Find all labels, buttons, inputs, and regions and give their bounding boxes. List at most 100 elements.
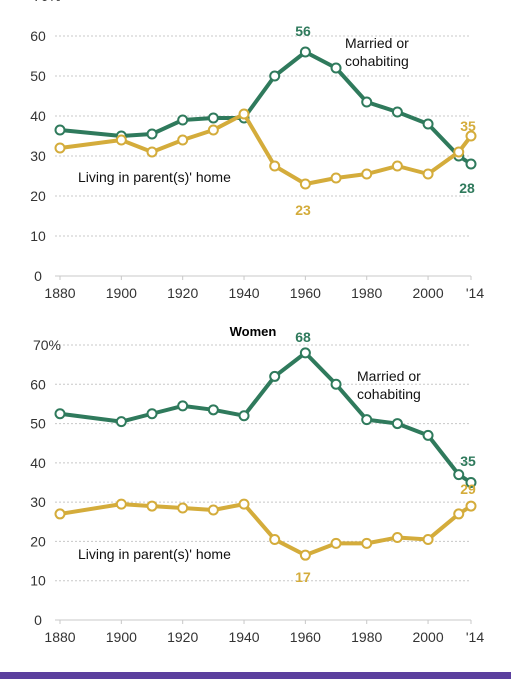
x-tick-label: 1980 bbox=[351, 285, 382, 301]
series-label-married: cohabiting bbox=[345, 53, 409, 69]
y-tick-label: 70% bbox=[33, 337, 61, 353]
data-point-marker bbox=[269, 533, 281, 545]
x-tick-label: '14 bbox=[466, 285, 484, 301]
series-label-parents: Living in parent(s)' home bbox=[78, 169, 231, 185]
x-tick-label: 1920 bbox=[167, 285, 198, 301]
data-point-marker bbox=[54, 508, 66, 520]
y-tick-label: 20 bbox=[30, 533, 46, 549]
data-label-married: 56 bbox=[295, 23, 311, 39]
y-tick-label: 70% bbox=[33, 0, 61, 4]
x-tick-label: 1960 bbox=[290, 629, 321, 645]
chart-panel-2: Women 0 10 20 30 40 50 60 70% 1880 1900 1920 1940 196… bbox=[30, 324, 484, 645]
y-tick-label: 0 bbox=[34, 612, 42, 628]
data-label-married: 35 bbox=[460, 453, 476, 469]
data-point-marker bbox=[207, 124, 219, 136]
y-tick-label: 0 bbox=[34, 268, 42, 284]
x-tick-label: 1900 bbox=[106, 629, 137, 645]
data-label-parents: 23 bbox=[295, 202, 311, 218]
data-point-marker bbox=[391, 532, 403, 543]
series-label-married: cohabiting bbox=[357, 386, 421, 402]
x-tick-label: 1940 bbox=[228, 629, 259, 645]
series-label-parents: Living in parent(s)' home bbox=[78, 546, 231, 562]
data-point-marker bbox=[453, 469, 465, 481]
y-tick-label: 10 bbox=[30, 573, 46, 589]
data-point-marker bbox=[361, 537, 373, 549]
data-point-marker bbox=[465, 130, 477, 142]
data-point-marker bbox=[422, 118, 434, 130]
data-point-marker bbox=[269, 370, 281, 382]
x-tick-label: 1880 bbox=[44, 285, 75, 301]
x-tick-label: 2000 bbox=[412, 629, 443, 645]
data-point-marker bbox=[146, 500, 158, 512]
data-point-marker bbox=[146, 128, 158, 140]
y-tick-label: 60 bbox=[30, 28, 46, 44]
x-tick-label: 1900 bbox=[106, 285, 137, 301]
data-label-parents: 29 bbox=[460, 481, 476, 497]
y-tick-label: 40 bbox=[30, 455, 46, 471]
data-point-marker bbox=[269, 70, 281, 82]
chart-title: Women bbox=[230, 324, 277, 339]
data-point-marker bbox=[330, 378, 342, 390]
y-tick-label: 40 bbox=[30, 108, 46, 124]
data-point-marker bbox=[330, 62, 342, 74]
data-point-marker bbox=[238, 108, 250, 120]
series-label-married: Married or bbox=[345, 35, 409, 51]
x-tick-label: 1960 bbox=[290, 285, 321, 301]
x-tick-label: '14 bbox=[466, 629, 484, 645]
data-point-marker bbox=[465, 500, 477, 512]
data-point-marker bbox=[238, 410, 250, 422]
data-label-married: 28 bbox=[459, 180, 475, 196]
data-point-marker bbox=[391, 418, 403, 430]
data-point-marker bbox=[361, 414, 373, 426]
y-tick-label: 20 bbox=[30, 188, 46, 204]
data-point-marker bbox=[361, 96, 373, 108]
data-point-marker bbox=[422, 168, 434, 180]
data-point-marker bbox=[115, 498, 127, 510]
data-point-marker bbox=[177, 502, 189, 514]
data-point-marker bbox=[177, 400, 189, 412]
data-point-marker bbox=[54, 142, 66, 154]
y-tick-label: 60 bbox=[30, 376, 46, 392]
data-point-marker bbox=[207, 404, 219, 416]
data-label-married: 68 bbox=[295, 329, 311, 345]
data-point-marker bbox=[330, 537, 342, 549]
x-tick-label: 1880 bbox=[44, 629, 75, 645]
data-point-marker bbox=[453, 146, 465, 158]
data-point-marker bbox=[422, 533, 434, 545]
data-point-marker bbox=[422, 429, 434, 441]
data-point-marker bbox=[465, 477, 477, 488]
data-point-marker bbox=[299, 347, 311, 359]
bottom-accent-bar bbox=[0, 672, 511, 679]
x-tick-label: 1940 bbox=[228, 285, 259, 301]
data-label-parents: 35 bbox=[460, 118, 476, 134]
x-tick-label: 1920 bbox=[167, 629, 198, 645]
data-point-marker bbox=[299, 46, 311, 58]
data-point-marker bbox=[146, 146, 158, 158]
x-tick-label: 1980 bbox=[351, 629, 382, 645]
y-tick-label: 30 bbox=[30, 148, 46, 164]
data-point-marker bbox=[177, 114, 189, 126]
data-label-parents: 17 bbox=[295, 569, 311, 585]
data-point-marker bbox=[361, 168, 373, 180]
y-tick-label: 50 bbox=[30, 68, 46, 84]
data-point-marker bbox=[177, 134, 189, 146]
y-tick-label: 10 bbox=[30, 228, 46, 244]
data-point-marker bbox=[54, 408, 66, 420]
data-point-marker bbox=[453, 508, 465, 520]
data-point-marker bbox=[465, 158, 477, 170]
data-point-marker bbox=[238, 498, 250, 510]
data-point-marker bbox=[391, 160, 403, 172]
data-point-marker bbox=[391, 106, 403, 118]
series-label-married: Married or bbox=[357, 368, 421, 384]
y-tick-label: 50 bbox=[30, 416, 46, 432]
data-point-marker bbox=[115, 134, 127, 146]
x-tick-label: 2000 bbox=[412, 285, 443, 301]
data-point-marker bbox=[115, 416, 127, 428]
data-point-marker bbox=[269, 160, 281, 172]
data-point-marker bbox=[299, 549, 311, 561]
data-point-marker bbox=[146, 408, 158, 420]
data-point-marker bbox=[54, 124, 66, 136]
data-point-marker bbox=[207, 112, 219, 124]
data-point-marker bbox=[299, 178, 311, 190]
